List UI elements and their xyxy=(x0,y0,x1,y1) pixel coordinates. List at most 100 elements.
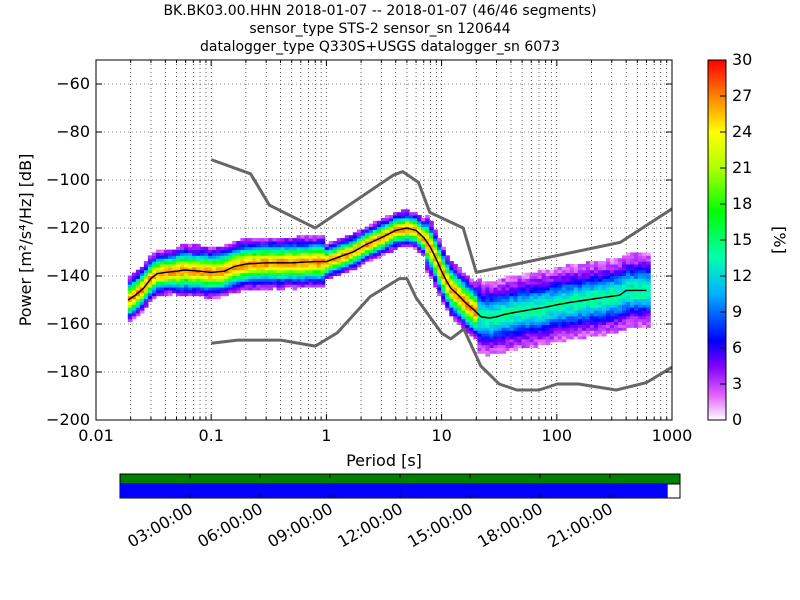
x-tick-label: 0.01 xyxy=(78,426,114,445)
heatmap-cell xyxy=(622,318,627,323)
heatmap-cell xyxy=(401,215,406,219)
heatmap-cell xyxy=(569,289,575,294)
heatmap-cell xyxy=(304,240,310,245)
heatmap-cell xyxy=(155,261,161,265)
heatmap-cell xyxy=(208,284,213,288)
heatmap-cell xyxy=(497,333,503,337)
heatmap-cell xyxy=(151,289,157,294)
heatmap-cell xyxy=(585,312,591,317)
heatmap-cell xyxy=(549,281,555,285)
heatmap-cell xyxy=(521,341,527,346)
heatmap-cell xyxy=(461,289,466,294)
heatmap-cell xyxy=(505,338,511,343)
heatmap-cell xyxy=(212,261,217,265)
heatmap-cell xyxy=(521,301,527,305)
heatmap-cell xyxy=(433,278,438,282)
heatmap-cell xyxy=(220,292,225,297)
colorbar-tick-label: 3 xyxy=(732,374,742,393)
heatmap-cell xyxy=(626,281,631,285)
heatmap-cell xyxy=(328,264,334,268)
heatmap-cell xyxy=(638,321,643,325)
heatmap-cell xyxy=(421,252,426,256)
heatmap-cell xyxy=(489,341,495,346)
heatmap-cell xyxy=(545,269,551,274)
heatmap-cell xyxy=(147,264,153,268)
heatmap-cell xyxy=(135,310,141,314)
heatmap-cell xyxy=(127,275,133,279)
heatmap-cell xyxy=(413,232,418,236)
heatmap-cell xyxy=(545,278,551,282)
heatmap-cell xyxy=(167,261,173,265)
heatmap-cell xyxy=(316,261,322,265)
heatmap-cell xyxy=(252,281,257,285)
heatmap-cell xyxy=(196,272,201,277)
heatmap-cell xyxy=(348,238,354,242)
heatmap-cell xyxy=(280,255,286,259)
heatmap-cell xyxy=(405,209,410,213)
heatmap-cell xyxy=(597,269,603,274)
heatmap-cell xyxy=(501,333,507,337)
heatmap-cell xyxy=(312,238,318,242)
heatmap-cell xyxy=(549,269,555,274)
heatmap-cell xyxy=(521,281,527,285)
heatmap-cell xyxy=(601,264,607,268)
heatmap-cell xyxy=(336,272,342,277)
heatmap-cell xyxy=(525,336,531,340)
heatmap-cell xyxy=(212,246,217,251)
heatmap-cell xyxy=(485,318,491,323)
heatmap-cell xyxy=(541,281,547,285)
heatmap-cell xyxy=(557,333,563,337)
heatmap-cell xyxy=(493,307,499,311)
heatmap-cell xyxy=(212,292,217,297)
heatmap-cell xyxy=(252,269,257,274)
heatmap-cell xyxy=(481,289,487,294)
heatmap-cell xyxy=(316,269,322,274)
heatmap-cell xyxy=(143,266,149,271)
heatmap-cell xyxy=(493,289,499,294)
heatmap-cell xyxy=(630,315,635,320)
heatmap-cell xyxy=(284,278,290,282)
heatmap-cell xyxy=(465,281,470,285)
heatmap-cell xyxy=(597,284,603,288)
heatmap-cell xyxy=(613,301,619,305)
heatmap-cell xyxy=(505,315,511,320)
heatmap-cell xyxy=(312,258,318,262)
new-low-noise-model-line xyxy=(211,277,672,392)
heatmap-cell xyxy=(248,287,253,291)
heatmap-cell xyxy=(417,226,422,230)
heatmap-cell xyxy=(501,327,507,331)
heatmap-cell xyxy=(597,318,603,323)
heatmap-cell xyxy=(581,318,587,323)
heatmap-cell xyxy=(601,284,607,288)
heatmap-cell xyxy=(597,292,603,297)
heatmap-cell xyxy=(441,258,446,262)
heatmap-cell xyxy=(638,307,643,311)
heatmap-cell xyxy=(642,255,647,259)
heatmap-cell xyxy=(296,269,302,274)
heatmap-cell xyxy=(376,220,382,225)
heatmap-cell xyxy=(392,240,398,245)
heatmap-cell xyxy=(360,232,366,236)
heatmap-cell xyxy=(425,243,430,248)
heatmap-cell xyxy=(131,307,137,311)
heatmap-cell xyxy=(581,330,587,334)
heatmap-cell xyxy=(569,284,575,288)
heatmap-cell xyxy=(192,249,197,253)
heatmap-cell xyxy=(425,264,430,268)
heatmap-cell xyxy=(453,315,458,320)
heatmap-cell xyxy=(449,312,454,317)
heatmap-cell xyxy=(232,249,237,253)
heatmap-cell xyxy=(529,321,535,325)
heatmap-cell xyxy=(577,275,583,279)
heatmap-cell xyxy=(501,278,507,282)
heatmap-cell xyxy=(630,264,635,268)
heatmap-cell xyxy=(188,275,193,279)
heatmap-cell xyxy=(529,333,535,337)
heatmap-cell xyxy=(372,246,378,251)
heatmap-cell xyxy=(557,324,563,328)
heatmap-cell xyxy=(163,266,169,271)
heatmap-cell xyxy=(493,327,499,331)
heatmap-cell xyxy=(477,347,482,351)
heatmap-cell xyxy=(151,264,157,268)
heatmap-cell xyxy=(638,292,643,297)
